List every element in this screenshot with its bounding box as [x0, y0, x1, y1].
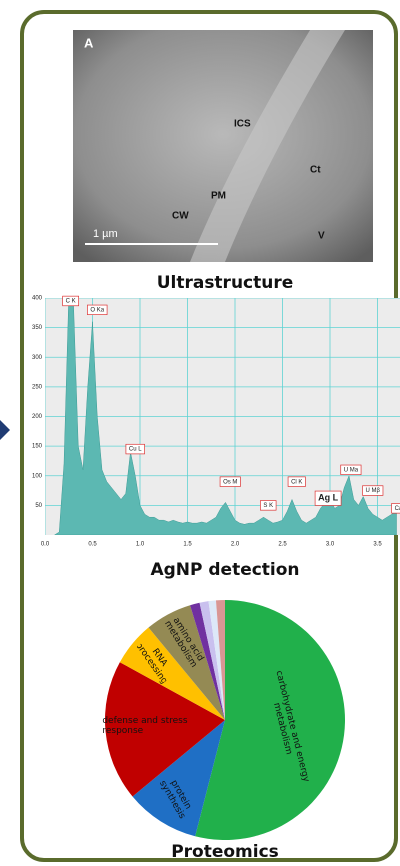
peak-label: S K	[263, 503, 273, 509]
caption: Proteomics	[171, 842, 279, 862]
y-tick-label: 100	[32, 473, 43, 479]
y-tick-label: 200	[32, 414, 43, 420]
y-tick-label: 350	[32, 325, 43, 331]
micro-label: CW	[172, 211, 189, 222]
pie-label: defense and stress response	[102, 707, 192, 747]
scale-label: 1 µm	[93, 228, 118, 240]
peak-label: Ca	[395, 506, 400, 512]
micro-label: Ct	[310, 165, 321, 176]
y-tick-label: 250	[32, 384, 43, 390]
figure: A ICS PM Ct CW V 1 µm Ultrastructure AgN…	[0, 0, 400, 866]
peak-label: Ag L	[318, 493, 338, 503]
peak-label: U Mβ	[366, 488, 381, 494]
x-tick-label: 2.5	[278, 542, 287, 548]
x-tick-label: 1.0	[136, 542, 145, 548]
y-tick-label: 400	[32, 296, 43, 302]
y-tick-label: 50	[35, 503, 42, 509]
x-tick-label: 2.0	[231, 542, 240, 548]
y-tick-label: 300	[32, 355, 43, 361]
pie-label-box: defense and stress response	[102, 707, 192, 747]
caption: Ultrastructure	[157, 273, 294, 293]
panel-label: A	[84, 35, 94, 50]
arrow	[0, 420, 10, 440]
x-tick-label: 0.5	[88, 542, 97, 548]
x-tick-label: 1.5	[183, 542, 192, 548]
peak-label: Cu L	[129, 447, 142, 453]
micro-label: ICS	[234, 119, 251, 130]
y-tick-label: 150	[32, 444, 43, 450]
micro-label: PM	[211, 191, 226, 202]
x-tick-label: 3.0	[326, 542, 335, 548]
peak-label: Cl K	[291, 479, 302, 485]
x-tick-label: 0.0	[41, 542, 50, 548]
peak-label: C K	[66, 299, 76, 305]
peak-label: O Ka	[90, 307, 104, 313]
peak-label: Os M	[223, 479, 237, 485]
micro-label: V	[318, 231, 325, 242]
peak-label: U Ma	[344, 467, 359, 473]
caption: AgNP detection	[150, 560, 299, 580]
micrograph: A ICS PM Ct CW V 1 µm	[73, 30, 373, 262]
x-tick-label: 3.5	[373, 542, 382, 548]
